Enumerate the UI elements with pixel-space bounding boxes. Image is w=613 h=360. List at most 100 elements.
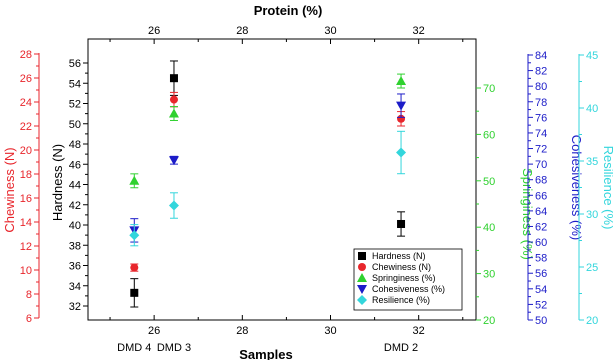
- y-axis-tick-label: 50: [69, 119, 81, 131]
- y-axis-tick-label: 58: [535, 253, 547, 265]
- plot-frame: [87, 38, 477, 321]
- marker-diamond: [396, 147, 407, 158]
- top-axis-tick-label: 28: [236, 25, 248, 37]
- y-axis-cohes: 505254565860626466687072747678808284Cohe…: [527, 50, 584, 327]
- y-axis-tick-label: 74: [535, 128, 547, 140]
- marker-diamond: [129, 230, 140, 241]
- y-axis-tick-label: 45: [586, 50, 598, 62]
- marker-square: [397, 219, 406, 228]
- y-axis-tick-label: 12: [20, 241, 32, 253]
- y-axis-tick-label: 60: [483, 129, 495, 141]
- y-axis-tick-label: 72: [535, 144, 547, 156]
- series-hard: [130, 60, 406, 308]
- y-axis-tick-label: 20: [20, 145, 32, 157]
- y-axis-chew: 6 8 10 12 14 16 18 20 22 24 26 28 Chewiness (N): [2, 49, 40, 325]
- y-axis-resil: 20 25 30 35 40 45 Resilience (%): [578, 50, 613, 327]
- series-spring: [129, 73, 407, 189]
- y-axis-tick-label: 62: [535, 221, 547, 233]
- y-axis-tick-label: 80: [535, 81, 547, 93]
- y-axis-tick-label: 30: [483, 269, 495, 281]
- y-axis-tick-label: 18: [20, 169, 32, 181]
- y-axis-tick-label: 8: [26, 289, 32, 301]
- y-axis-title: Hardness (N): [50, 144, 65, 221]
- y-axis-tick-label: 46: [69, 159, 81, 171]
- y-axis-spring: 203040506070Springiness (%): [476, 83, 535, 327]
- bottom-axis-tick-label: 30: [324, 325, 336, 337]
- marker-circle: [169, 95, 178, 104]
- y-axis-tick-label: 70: [535, 159, 547, 171]
- marker-diamond: [168, 200, 179, 211]
- y-axis-hard: 32 34 36 38 40 42 44 46 48 50 52 54 56 Hardness (N): [50, 58, 88, 313]
- y-axis-tick-label: 48: [69, 139, 81, 151]
- y-axis-tick-label: 68: [535, 175, 547, 187]
- y-axis-tick-label: 38: [69, 240, 81, 252]
- y-axis-tick-label: 40: [586, 103, 598, 115]
- marker-square: [169, 74, 178, 83]
- marker-triangle-down: [357, 285, 367, 294]
- marker-triangle-up: [357, 273, 367, 282]
- y-axis-tick-label: 42: [69, 200, 81, 212]
- y-axis-tick-label: 14: [20, 217, 32, 229]
- series-chew: [130, 91, 406, 272]
- y-axis-tick-label: 34: [69, 281, 81, 293]
- sample-label: DMD 4: [117, 342, 151, 354]
- top-axis-title: Protein (%): [254, 3, 323, 18]
- y-axis-tick-label: 28: [20, 49, 32, 61]
- marker-triangle-down: [168, 156, 179, 166]
- marker-triangle-down: [396, 101, 407, 111]
- marker-triangle-up: [129, 175, 140, 185]
- y-axis-tick-label: 66: [535, 190, 547, 202]
- y-axis-tick-label: 36: [69, 261, 81, 273]
- bottom-axis-tick-label: 26: [148, 325, 160, 337]
- top-axis-tick-label: 30: [324, 25, 336, 37]
- y-axis-tick-label: 24: [20, 97, 32, 109]
- marker-triangle-up: [168, 108, 179, 118]
- series-resil: [129, 130, 407, 247]
- marker-circle: [358, 263, 366, 271]
- y-axis-tick-label: 84: [535, 50, 547, 62]
- legend-label: Cohesiveness (%): [372, 284, 445, 294]
- legend-box: [353, 248, 463, 311]
- top-axis-tick-label: 32: [413, 25, 425, 37]
- y-axis-tick-label: 22: [20, 121, 32, 133]
- y-axis-tick-label: 52: [535, 299, 547, 311]
- marker-triangle-up: [396, 76, 407, 86]
- y-axis-tick-label: 50: [535, 315, 547, 327]
- y-axis-tick-label: 56: [535, 268, 547, 280]
- marker-circle: [397, 114, 406, 123]
- legend-label: Hardness (N): [372, 251, 426, 261]
- legend: Hardness (N)Chewiness (N)Springiness (%)…: [353, 248, 463, 311]
- y-axis-tick-label: 16: [20, 193, 32, 205]
- y-axis-title: Chewiness (N): [2, 147, 17, 232]
- y-axis-tick-label: 44: [69, 180, 81, 192]
- y-axis-tick-label: 25: [586, 262, 598, 274]
- y-axis-tick-label: 20: [483, 315, 495, 327]
- y-axis-tick-label: 26: [20, 73, 32, 85]
- legend-label: Springiness (%): [372, 273, 436, 283]
- marker-diamond: [357, 295, 367, 305]
- y-axis-tick-label: 40: [69, 220, 81, 232]
- marker-circle: [130, 263, 139, 272]
- bottom-axis-title: Samples: [239, 347, 292, 360]
- y-axis-tick-label: 56: [69, 58, 81, 70]
- legend-label: Resilience (%): [372, 295, 430, 305]
- y-axis-title: Resilience (%): [601, 146, 613, 230]
- y-axis-tick-label: 50: [483, 176, 495, 188]
- y-axis-tick-label: 64: [535, 206, 547, 218]
- y-axis-tick-label: 70: [483, 83, 495, 95]
- y-axis-tick-label: 82: [535, 66, 547, 78]
- y-axis-tick-label: 32: [69, 301, 81, 313]
- y-axis-tick-label: 40: [483, 222, 495, 234]
- y-axis-tick-label: 76: [535, 112, 547, 124]
- top-axis-tick-label: 26: [148, 25, 160, 37]
- y-axis-tick-label: 54: [535, 284, 547, 296]
- bottom-axis-tick-label: 28: [236, 325, 248, 337]
- y-axis-tick-label: 52: [69, 99, 81, 111]
- y-axis-tick-label: 6: [26, 313, 32, 325]
- bottom-axis-tick-label: 32: [413, 325, 425, 337]
- y-axis-tick-label: 35: [586, 156, 598, 168]
- sample-label: DMD 2: [384, 342, 418, 354]
- y-axis-tick-label: 78: [535, 97, 547, 109]
- y-axis-tick-label: 20: [586, 315, 598, 327]
